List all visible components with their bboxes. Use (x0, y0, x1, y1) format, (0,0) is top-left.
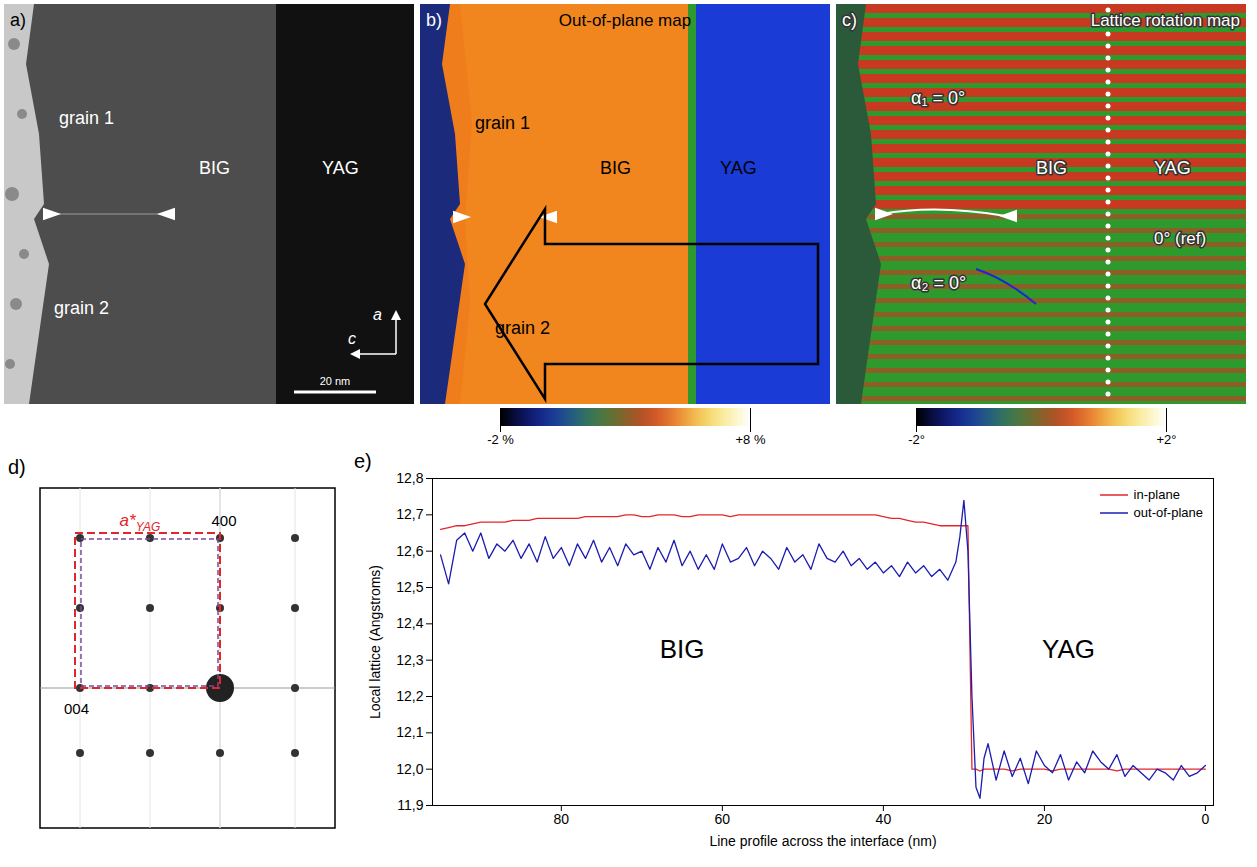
svg-text:Out-of-plane map: Out-of-plane map (559, 11, 691, 30)
svg-text:Lattice rotation map: Lattice rotation map (1091, 11, 1240, 30)
svg-text:60: 60 (715, 811, 731, 827)
svg-text:40: 40 (876, 811, 892, 827)
svg-text:α₂ = 0°: α₂ = 0° (911, 273, 966, 293)
svg-text:a): a) (10, 10, 26, 30)
svg-text:12,7: 12,7 (396, 506, 423, 522)
svg-text:grain 2: grain 2 (54, 298, 109, 318)
svg-text:-2 %: -2 % (487, 432, 514, 447)
svg-text:YAG: YAG (1042, 634, 1095, 664)
svg-text:0° (ref): 0° (ref) (1154, 229, 1206, 248)
svg-text:grain 1: grain 1 (475, 113, 530, 133)
svg-text:12,8: 12,8 (396, 470, 423, 486)
svg-text:d): d) (8, 456, 26, 478)
svg-text:0: 0 (1202, 811, 1210, 827)
svg-text:20 nm: 20 nm (320, 375, 351, 387)
svg-text:-2°: -2° (908, 432, 925, 447)
svg-text:12,5: 12,5 (396, 579, 423, 595)
svg-text:b): b) (426, 10, 442, 30)
svg-text:11,9: 11,9 (397, 797, 423, 813)
svg-text:004: 004 (64, 700, 89, 717)
svg-text:BIG: BIG (199, 158, 230, 178)
svg-text:Local lattice (Angstroms): Local lattice (Angstroms) (367, 565, 383, 719)
svg-text:a*YAG: a*YAG (120, 511, 161, 534)
svg-text:YAG: YAG (720, 158, 757, 178)
svg-text:12,0: 12,0 (396, 761, 423, 777)
svg-text:α₁ = 0°: α₁ = 0° (911, 88, 965, 108)
svg-text:BIG: BIG (1036, 158, 1067, 178)
svg-text:grain 1: grain 1 (59, 108, 114, 128)
svg-text:BIG: BIG (600, 158, 631, 178)
svg-text:12,2: 12,2 (396, 688, 423, 704)
svg-text:grain 2: grain 2 (495, 318, 550, 338)
svg-text:12,1: 12,1 (396, 724, 423, 740)
svg-text:c: c (348, 330, 356, 347)
svg-text:+2°: +2° (1156, 432, 1176, 447)
svg-text:c): c) (842, 10, 857, 30)
svg-text:a: a (373, 306, 382, 323)
svg-text:400: 400 (211, 512, 236, 529)
html-text:out-of-plane: out-of-plane (1133, 505, 1203, 520)
svg-text:12,4: 12,4 (396, 615, 423, 631)
svg-text:20: 20 (1037, 811, 1053, 827)
svg-text:Line profile across the interf: Line profile across the interface (nm) (709, 833, 936, 849)
svg-text:12,3: 12,3 (396, 652, 423, 668)
svg-text:YAG: YAG (322, 158, 359, 178)
svg-text:BIG: BIG (660, 634, 705, 664)
svg-text:YAG: YAG (1154, 158, 1191, 178)
svg-text:12,6: 12,6 (396, 543, 423, 559)
html-text:e): e) (354, 450, 372, 472)
svg-text:+8 %: +8 % (736, 432, 766, 447)
svg-text:80: 80 (554, 811, 570, 827)
html-text:in-plane: in-plane (1133, 487, 1180, 502)
